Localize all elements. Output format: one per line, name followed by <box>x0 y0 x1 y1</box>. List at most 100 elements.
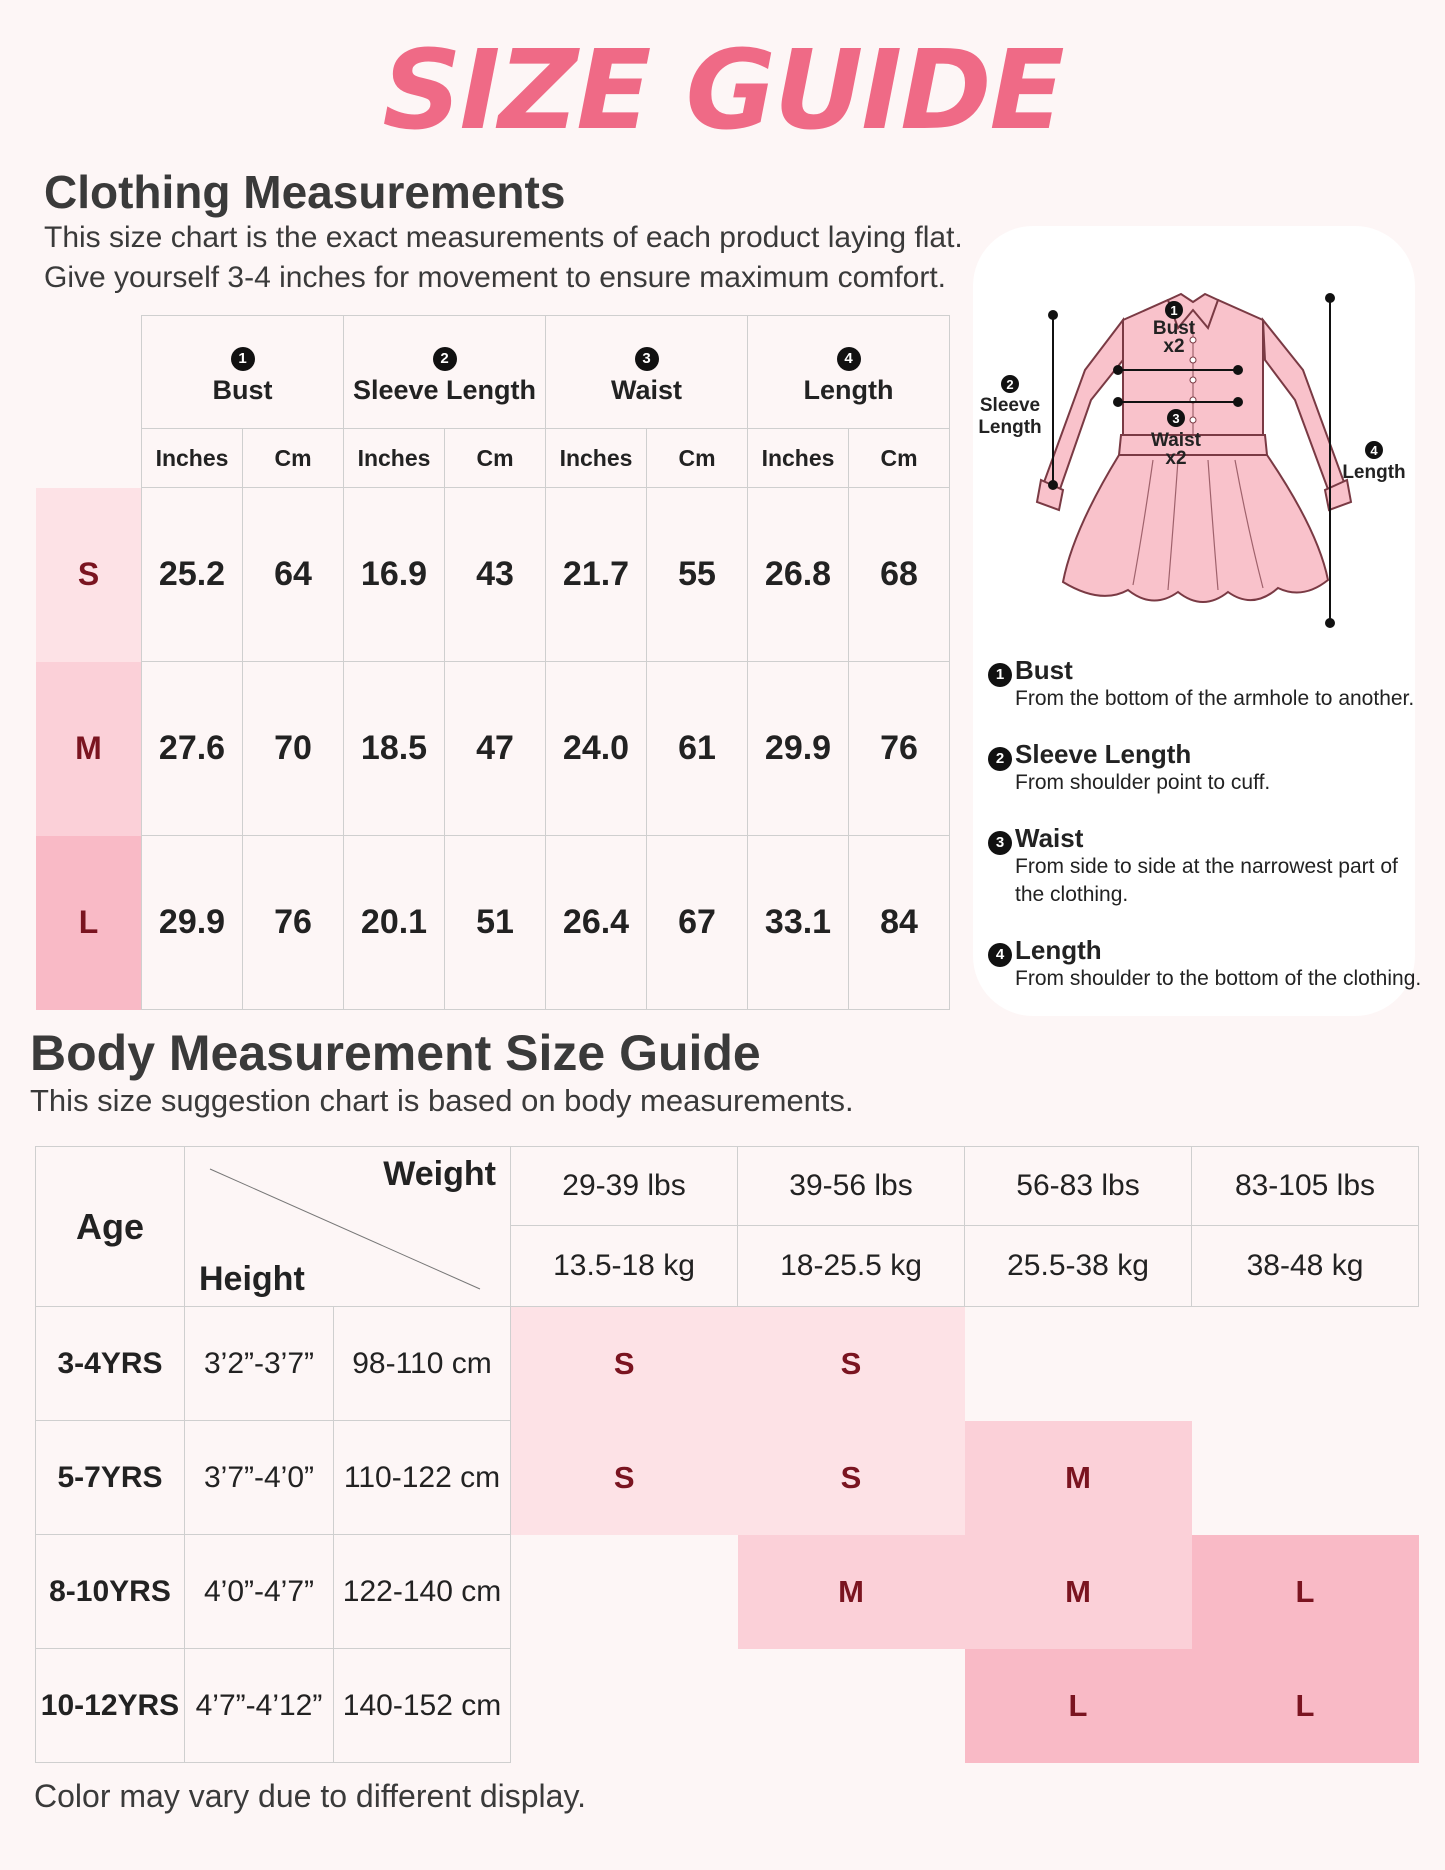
weight-lbs-cell: 39-56 lbs <box>737 1146 965 1226</box>
height-cm-cell: 98-110 cm <box>333 1306 511 1421</box>
size-cell: L <box>1191 1648 1419 1763</box>
size-cell: L <box>964 1648 1192 1763</box>
diagonal-divider <box>209 1168 481 1289</box>
size-cell <box>511 1535 738 1649</box>
col-header-waist: 3 Waist <box>545 315 748 429</box>
clothing-heading: Clothing Measurements <box>44 166 566 218</box>
height-cm-cell: 122-140 cm <box>333 1534 511 1649</box>
weight-lbs-cell: 29-39 lbs <box>510 1146 738 1226</box>
unit-inches: Inches <box>343 428 445 488</box>
clothing-table: 1 Bust 2 Sleeve Length 3 Waist 4 Length Inch… <box>36 315 950 1010</box>
col-header-length: 4 Length <box>747 315 950 429</box>
table-cell: 27.6 <box>141 661 243 836</box>
size-cell: M <box>964 1420 1192 1535</box>
diagram-waist-num: 3 <box>1172 411 1179 426</box>
height-cm-cell: 140-152 cm <box>333 1648 511 1763</box>
table-cell: 55 <box>646 487 748 662</box>
unit-cm: Cm <box>848 428 950 488</box>
footer-note: Color may vary due to different display. <box>34 1778 586 1814</box>
size-cell: S <box>737 1306 965 1421</box>
age-cell: 5-7YRS <box>35 1420 185 1535</box>
definition-item: 4 Length From shoulder to the bottom of … <box>986 935 1426 993</box>
weight-label: Weight <box>383 1154 496 1193</box>
weight-kg-cell: 18-25.5 kg <box>737 1225 965 1307</box>
age-header: Age <box>35 1146 185 1307</box>
col-header-bust: 1 Bust <box>141 315 344 429</box>
size-cell <box>965 1307 1192 1421</box>
clothing-section-header: Clothing Measurements This size chart is… <box>44 166 974 298</box>
table-cell: 67 <box>646 835 748 1010</box>
table-cell: 70 <box>242 661 344 836</box>
unit-inches: Inches <box>141 428 243 488</box>
size-cell: M <box>964 1534 1192 1649</box>
col-label: Bust <box>212 374 273 405</box>
col-header-sleeve-length: 2 Sleeve Length <box>343 315 546 429</box>
number-badge-icon: 3 <box>988 831 1012 855</box>
size-cell <box>511 1649 738 1763</box>
table-cell: 76 <box>848 661 950 836</box>
weight-lbs-cell: 56-83 lbs <box>964 1146 1192 1226</box>
size-cell: L <box>1191 1534 1419 1649</box>
table-cell: 84 <box>848 835 950 1010</box>
number-badge-icon: 4 <box>836 346 861 371</box>
height-ft-cell: 4’0”-4’7” <box>184 1534 334 1649</box>
number-badge-icon: 4 <box>988 943 1012 967</box>
clothing-desc-line1: This size chart is the exact measurement… <box>44 221 963 254</box>
diagram-sleeve-label2: Length <box>978 417 1041 438</box>
size-cell <box>1192 1421 1419 1535</box>
definition-item: 1 Bust From the bottom of the armhole to… <box>986 655 1426 713</box>
table-cell: 18.5 <box>343 661 445 836</box>
unit-cm: Cm <box>444 428 546 488</box>
weight-kg-cell: 25.5-38 kg <box>964 1225 1192 1307</box>
table-cell: 24.0 <box>545 661 647 836</box>
height-cm-cell: 110-122 cm <box>333 1420 511 1535</box>
number-badge-icon: 3 <box>634 346 659 371</box>
table-row: 8-10YRS 4’0”-4’7” 122-140 cm M M L <box>35 1534 1419 1649</box>
col-label: Length <box>803 374 894 405</box>
definition-term: Sleeve Length <box>1015 739 1192 769</box>
diagram-sleeve-label1: Sleeve <box>980 395 1040 416</box>
number-badge-icon: 1 <box>230 346 255 371</box>
number-badge-icon: 2 <box>988 747 1012 771</box>
weight-height-header: Weight Height <box>184 1146 511 1307</box>
number-badge-icon: 1 <box>988 663 1012 687</box>
diagram-length-num: 4 <box>1370 443 1378 458</box>
body-section-header: Body Measurement Size Guide This size su… <box>30 1025 1030 1121</box>
table-cell: 16.9 <box>343 487 445 662</box>
table-row: 5-7YRS 3’7”-4’0” 110-122 cm S S M <box>35 1420 1419 1535</box>
table-cell: 26.8 <box>747 487 849 662</box>
table-cell: 33.1 <box>747 835 849 1010</box>
definition-desc: From side to side at the narrowest part … <box>1015 855 1398 906</box>
diagram-bust-num: 1 <box>1170 303 1177 318</box>
age-cell: 3-4YRS <box>35 1306 185 1421</box>
size-label: L <box>36 835 142 1010</box>
table-cell: 61 <box>646 661 748 836</box>
measurement-definitions: 1 Bust From the bottom of the armhole to… <box>986 655 1426 1019</box>
body-size-table: Age Weight Height 29-39 lbs 39-56 lbs 56… <box>35 1146 1419 1763</box>
definition-term: Length <box>1015 935 1102 965</box>
table-cell: 68 <box>848 487 950 662</box>
weight-kg-cell: 38-48 kg <box>1191 1225 1419 1307</box>
body-heading: Body Measurement Size Guide <box>30 1025 761 1081</box>
table-cell: 47 <box>444 661 546 836</box>
size-cell: S <box>510 1306 738 1421</box>
diagram-bust-mult: x2 <box>1163 336 1184 357</box>
size-cell: S <box>510 1420 738 1535</box>
size-label: S <box>36 487 142 662</box>
unit-cm: Cm <box>646 428 748 488</box>
measure-lines <box>1048 293 1335 628</box>
size-cell: M <box>737 1534 965 1649</box>
diagram-length-label: Length <box>1342 462 1405 483</box>
dress-diagram: 1 2 3 4 Bust x2 Sleeve Length Waist x2 L… <box>978 292 1406 628</box>
table-row: L 29.9 76 20.1 51 26.4 67 33.1 84 <box>36 835 950 1010</box>
col-label: Waist <box>610 374 682 405</box>
body-desc: This size suggestion chart is based on b… <box>30 1083 854 1118</box>
table-cell: 29.9 <box>141 835 243 1010</box>
age-cell: 8-10YRS <box>35 1534 185 1649</box>
table-cell: 29.9 <box>747 661 849 836</box>
definition-desc: From shoulder point to cuff. <box>1015 771 1271 794</box>
height-ft-cell: 4’7”-4’12” <box>184 1648 334 1763</box>
unit-cm: Cm <box>242 428 344 488</box>
number-badge-icon: 2 <box>432 346 457 371</box>
diagram-bust-label: Bust <box>1153 318 1196 339</box>
